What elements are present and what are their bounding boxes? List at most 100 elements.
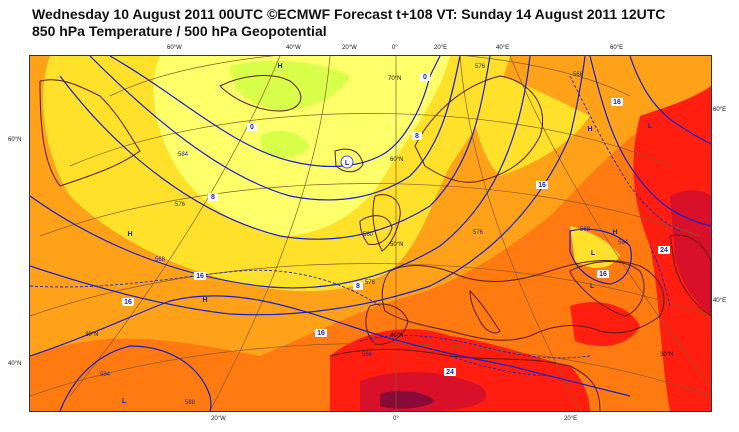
shade-very-hot-east bbox=[670, 190, 711, 316]
pressure-center: L bbox=[590, 283, 595, 290]
contour-568 bbox=[59, 56, 491, 240]
temp-label: 8 bbox=[211, 194, 215, 201]
bottom-tick-0: 0° bbox=[393, 416, 399, 422]
coast-italy bbox=[469, 289, 501, 334]
temp-label: 16 bbox=[538, 182, 546, 189]
temp-label-16b: 16 bbox=[194, 272, 206, 280]
lat-label: 30°N bbox=[660, 352, 673, 358]
pressure-center: L bbox=[591, 250, 596, 257]
temperature-label-layer: 0 0 8 8 8 16 16 16 16 16 16 24 24 bbox=[122, 73, 670, 376]
coast-iberia bbox=[365, 303, 409, 345]
geo-label: 588 bbox=[185, 400, 196, 406]
geo-label: 576 bbox=[365, 280, 376, 286]
parallel-30n bbox=[30, 343, 711, 397]
left-tick-40n: 40°N bbox=[8, 361, 22, 367]
isotherms bbox=[30, 75, 681, 377]
isotherm-24-east bbox=[649, 245, 671, 307]
shade-extreme bbox=[380, 390, 435, 409]
isotherm-16-south bbox=[359, 335, 591, 359]
shade-lime-2 bbox=[260, 130, 310, 158]
isotherm-16-west bbox=[30, 269, 381, 307]
isotherm-16-east bbox=[569, 75, 681, 232]
temp-label-24b: 24 bbox=[658, 246, 670, 254]
shade-cool-scandinavia bbox=[470, 66, 590, 176]
geopotential-label-layer: 584 576 576 568 568 576 576 584 568 584 … bbox=[100, 64, 629, 406]
contour-balkan-low bbox=[569, 228, 632, 285]
pressure-center: H bbox=[612, 229, 617, 236]
low-marker-atlantic: L bbox=[340, 155, 354, 169]
shade-warm bbox=[30, 86, 711, 411]
parallel-50n bbox=[39, 183, 701, 237]
pressure-center: H bbox=[587, 126, 592, 133]
parallel-70n bbox=[109, 56, 631, 97]
lat-label: 30°N bbox=[85, 332, 98, 338]
contour-584 bbox=[30, 56, 586, 316]
temp-label-16a: 16 bbox=[536, 181, 548, 189]
temp-label: 8 bbox=[356, 283, 360, 290]
geo-label: 584 bbox=[100, 372, 111, 378]
left-tick-60n: 60°N bbox=[8, 137, 22, 143]
parallel-60n bbox=[69, 113, 671, 167]
pressure-center: H bbox=[127, 231, 132, 238]
lat-label: 40°N bbox=[390, 333, 403, 339]
top-tick-40w: 40°W bbox=[286, 45, 301, 51]
coast-black-sea bbox=[569, 261, 645, 317]
pressure-center-layer: H L H H L H L H L L bbox=[122, 63, 653, 405]
temp-label-24a: 24 bbox=[444, 368, 456, 376]
latitude-label-layer: 70°N 60°N 50°N 40°N 30°N 30°N bbox=[85, 76, 673, 358]
temp-label: 16 bbox=[599, 271, 607, 278]
coast-scandinavia bbox=[414, 75, 544, 183]
map-canvas: 0 0 8 8 8 16 16 16 16 16 16 24 24 584 57… bbox=[30, 56, 711, 411]
temp-label: 16 bbox=[613, 99, 621, 106]
meridian-40e bbox=[509, 56, 711, 387]
temp-label: 8 bbox=[415, 133, 419, 140]
contour-560 bbox=[89, 56, 461, 201]
top-tick-60w: 60°W bbox=[167, 45, 182, 51]
top-tick-20w: 20°W bbox=[342, 45, 357, 51]
temp-label: 0 bbox=[250, 124, 254, 131]
top-tick-20e: 20°E bbox=[434, 45, 448, 51]
right-tick-40e: 40°E bbox=[713, 298, 727, 304]
geo-label: 568 bbox=[573, 72, 584, 78]
coast-caspian bbox=[669, 234, 711, 317]
temp-label-8a: 8 bbox=[412, 132, 422, 140]
temp-label: 16 bbox=[317, 330, 325, 337]
meridian-40w bbox=[69, 56, 281, 397]
coast-ireland bbox=[359, 215, 393, 245]
coast-iceland bbox=[334, 148, 364, 173]
pressure-center: L bbox=[648, 123, 653, 130]
forecast-map: 0 0 8 8 8 16 16 16 16 16 16 24 24 584 57… bbox=[29, 55, 712, 412]
temp-label-0b: 0 bbox=[247, 123, 257, 131]
chart-title: Wednesday 10 August 2011 00UTC ©ECMWF Fo… bbox=[32, 6, 666, 22]
lat-label: 60°N bbox=[390, 157, 403, 163]
temp-label: 24 bbox=[660, 247, 668, 254]
temp-label: 16 bbox=[196, 273, 204, 280]
temp-label-0a: 0 bbox=[420, 73, 430, 81]
coast-greenland-ish bbox=[39, 79, 141, 187]
top-tick-40e: 40°E bbox=[496, 45, 510, 51]
contour-552 bbox=[109, 56, 441, 168]
contour-east-2 bbox=[629, 56, 711, 145]
temp-label-16f: 16 bbox=[611, 98, 623, 106]
contour-588-south bbox=[30, 295, 631, 397]
geopotential-contours bbox=[30, 56, 711, 411]
graticule bbox=[30, 56, 711, 411]
pressure-center: H bbox=[202, 297, 207, 304]
chart-subtitle: 850 hPa Temperature / 500 hPa Geopotenti… bbox=[32, 23, 327, 39]
geo-label: 576 bbox=[473, 230, 484, 236]
temp-label-16d: 16 bbox=[315, 329, 327, 337]
contour-east-1 bbox=[589, 56, 711, 227]
right-tick-60e: 60°E bbox=[713, 107, 727, 113]
coastlines bbox=[39, 75, 711, 411]
lat-label: 50°N bbox=[390, 242, 403, 248]
temp-label: 0 bbox=[423, 74, 427, 81]
pressure-center: H bbox=[277, 63, 282, 70]
shade-lime-1 bbox=[230, 60, 350, 111]
temp-label: 24 bbox=[446, 369, 454, 376]
temp-label-8b: 8 bbox=[208, 193, 218, 201]
pressure-center: L bbox=[345, 160, 350, 167]
coast-europe bbox=[381, 260, 665, 341]
bottom-tick-20w: 20°W bbox=[211, 416, 226, 422]
geo-label: 584 bbox=[362, 352, 373, 358]
meridian-20w bbox=[209, 56, 331, 411]
